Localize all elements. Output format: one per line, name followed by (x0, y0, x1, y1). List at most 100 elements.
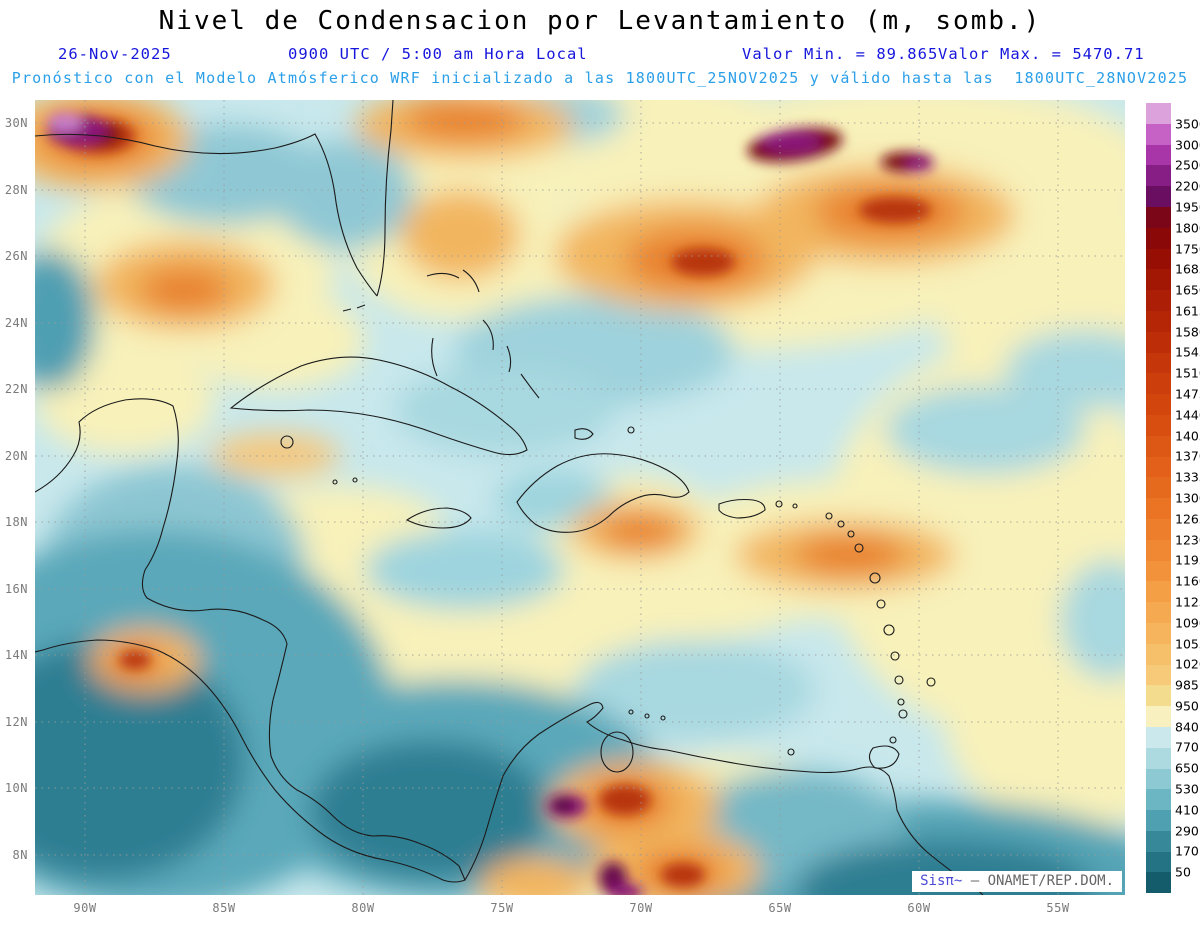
colorbar-level-label: 1650 (1175, 282, 1200, 298)
colorbar-level-label: 170 (1175, 843, 1199, 859)
colorbar-segment (1146, 352, 1171, 374)
lat-tick-label: 8N (12, 847, 28, 862)
colorbar-segment (1146, 269, 1171, 291)
colorbar-segment (1146, 539, 1171, 561)
colorbar-segment (1146, 165, 1171, 187)
lon-tick-label: 70W (629, 901, 653, 915)
date-label: 26-Nov-2025 (58, 45, 172, 63)
colorbar-segment (1146, 643, 1171, 665)
colorbar-level-label: 1580 (1175, 324, 1200, 340)
colorbar-segment (1146, 290, 1171, 311)
colorbar-level-label: 1090 (1175, 615, 1200, 631)
colorbar-level-label: 1750 (1175, 241, 1200, 257)
lat-tick-label: 16N (4, 581, 28, 596)
colorbar-segment (1146, 373, 1171, 395)
colorbar-level-label: 1615 (1175, 303, 1200, 319)
lon-tick-label: 85W (212, 901, 236, 915)
colorbar-segment (1146, 581, 1171, 603)
colorbar-level-label: 650 (1175, 760, 1199, 776)
colorbar-segment (1146, 331, 1171, 353)
colorbar-segment (1146, 872, 1171, 894)
colorbar-segment (1146, 706, 1171, 727)
colorbar-level-label: 840 (1175, 719, 1199, 735)
colorbar-level-label: 950 (1175, 698, 1199, 714)
colorbar-level-label: 1475 (1175, 386, 1200, 402)
colorbar-segment (1146, 747, 1171, 769)
colorbar-segment (1146, 248, 1171, 270)
colorbar-level-label: 985 (1175, 677, 1199, 693)
lat-tick-label: 22N (4, 382, 28, 396)
colorbar-level-label: 1160 (1175, 573, 1200, 589)
grid-lines (35, 100, 1125, 895)
colorbar-level-label: 410 (1175, 802, 1199, 818)
colorbar-segment (1146, 622, 1171, 644)
model-info-line: Pronóstico con el Modelo Atmósferico WRF… (11, 69, 1189, 87)
colorbar-level-label: 1405 (1175, 428, 1200, 444)
colorbar-level-label: 3000 (1175, 137, 1200, 153)
lon-tick-label: 60W (907, 901, 931, 915)
colorbar-level-label: 1800 (1175, 220, 1200, 236)
lcl-contour-map (35, 100, 1125, 895)
colorbar-segment (1146, 810, 1171, 831)
colorbar-segment (1146, 768, 1171, 790)
lat-tick-label: 20N (4, 448, 28, 463)
value-min-label: Valor Min. = 89.865 (742, 45, 939, 63)
colorbar-level-label: 1510 (1175, 365, 1200, 381)
colorbar-segment (1146, 206, 1171, 228)
lon-tick-label: 75W (490, 901, 514, 915)
lat-tick-label: 14N (4, 648, 28, 662)
colorbar-level-label: 1020 (1175, 656, 1200, 672)
colorbar-level-label: 50 (1175, 864, 1191, 880)
lat-axis: 30N 28N 26N 24N 22N 20N 18N 16N 14N 12N 10N 8N (0, 100, 31, 895)
lon-tick-label: 80W (351, 901, 375, 915)
lat-tick-label: 12N (4, 714, 28, 729)
colorbar-level-label: 1335 (1175, 469, 1200, 485)
contour-field (35, 100, 1125, 895)
colorbar-segment (1146, 456, 1171, 478)
watermark: Sisπ~ – ONAMET/REP.DOM. (912, 871, 1122, 892)
colorbar-level-label: 290 (1175, 823, 1199, 839)
lon-axis: 90W 85W 80W 75W 70W 65W 60W 55W (35, 899, 1125, 921)
lon-tick-label: 55W (1046, 901, 1070, 915)
lat-tick-label: 26N (4, 249, 28, 263)
colorbar-segment (1146, 103, 1171, 124)
colorbar-segment (1146, 186, 1171, 207)
colorbar-segment (1146, 685, 1171, 707)
watermark-brand: Sisπ~ (920, 873, 963, 889)
colorbar-segment (1146, 123, 1171, 145)
lat-tick-label: 24N (4, 315, 28, 330)
lon-tick-label: 90W (73, 901, 97, 915)
lat-tick-label: 10N (4, 781, 28, 795)
colorbar-segment (1146, 830, 1171, 852)
colorbar-level-label: 1545 (1175, 344, 1200, 360)
colorbar-level-label: 3500 (1175, 116, 1200, 132)
colorbar-level-label: 530 (1175, 781, 1199, 797)
colorbar: 3500 3000 2500 2200 1950 1800 1750 1685 1650 1615… (1146, 103, 1200, 894)
colorbar-segment (1146, 602, 1171, 623)
colorbar-segment (1146, 789, 1171, 811)
colorbar-segment (1146, 498, 1171, 519)
colorbar-level-label: 1055 (1175, 636, 1200, 652)
colorbar-segment (1146, 726, 1171, 748)
map-area: Sisπ~ – ONAMET/REP.DOM. (35, 100, 1125, 895)
lon-tick-label: 65W (768, 901, 792, 915)
coastlines (35, 100, 984, 895)
colorbar-segment (1146, 518, 1171, 540)
colorbar-segment (1146, 477, 1171, 499)
colorbar-segment (1146, 664, 1171, 686)
colorbar-segment (1146, 144, 1171, 166)
colorbar-level-label: 1125 (1175, 594, 1200, 610)
lat-tick-label: 30N (4, 116, 28, 130)
colorbar-swatches (1146, 103, 1171, 894)
colorbar-level-label: 1265 (1175, 511, 1200, 527)
colorbar-level-label: 1950 (1175, 199, 1200, 215)
page-title: Nivel de Condensacion por Levantamiento … (158, 6, 1042, 36)
colorbar-level-label: 1370 (1175, 448, 1200, 464)
colorbar-segment (1146, 851, 1171, 873)
lat-tick-label: 28N (4, 182, 28, 197)
colorbar-level-label: 2500 (1175, 157, 1200, 173)
lat-tick-label: 18N (4, 515, 28, 529)
colorbar-level-label: 1300 (1175, 490, 1200, 506)
colorbar-segment (1146, 394, 1171, 415)
colorbar-level-label: 1685 (1175, 261, 1200, 277)
